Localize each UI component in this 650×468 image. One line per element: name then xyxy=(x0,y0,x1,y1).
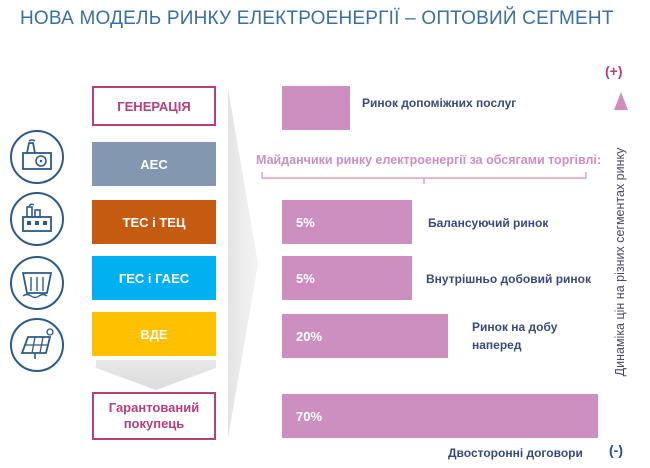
ancillary-services-label: Ринок допоміжних послуг xyxy=(362,96,517,110)
venues-caption: Майданчики ринку електроенергії за обсяг… xyxy=(256,153,602,167)
intraday-label: Внутрішньо добовий ринок xyxy=(426,272,592,286)
source-renewable: ВДЕ xyxy=(92,312,216,356)
intraday-bar: 5% xyxy=(282,256,412,300)
guaranteed-buyer: Гарантований покупець xyxy=(92,392,216,440)
source-hydro: ГЕС і ГАЕС xyxy=(92,256,216,300)
generation-header: ГЕНЕРАЦІЯ xyxy=(92,86,216,126)
price-axis-arrowhead xyxy=(614,92,628,110)
price-plus-label: (+) xyxy=(605,63,623,79)
page-title: НОВА МОДЕЛЬ РИНКУ ЕЛЕКТРОЕНЕРГІЇ – ОПТОВ… xyxy=(20,8,614,29)
balancing-bar: 5% xyxy=(282,200,412,244)
source-nuclear: АЕС xyxy=(92,142,216,186)
balancing-label: Балансуючий ринок xyxy=(428,216,549,230)
bilateral-bar: 70% xyxy=(282,394,598,438)
solar-panel-icon xyxy=(10,318,64,372)
buyer-line-1: Гарантований xyxy=(108,400,200,415)
buyer-line-2: покупець xyxy=(123,416,185,431)
bilateral-label: Двосторонні договори xyxy=(448,446,583,460)
day-ahead-label-line-1: Ринок на добу xyxy=(472,320,558,334)
hydro-dam-icon xyxy=(10,256,64,310)
price-dynamics-label: Динаміка цін на різних сегментах ринку xyxy=(613,147,627,377)
venues-bracket xyxy=(261,172,587,184)
day-ahead-bar: 20% xyxy=(282,314,448,358)
nuclear-plant-icon xyxy=(10,130,64,184)
ancillary-services-box xyxy=(282,86,350,130)
thermal-plant-icon xyxy=(10,192,64,246)
price-minus-label: (-) xyxy=(609,442,623,458)
day-ahead-label: Ринок на добу наперед xyxy=(472,318,557,354)
day-ahead-label-line-2: наперед xyxy=(472,338,522,352)
source-thermal: ТЕС і ТЕЦ xyxy=(92,200,216,244)
